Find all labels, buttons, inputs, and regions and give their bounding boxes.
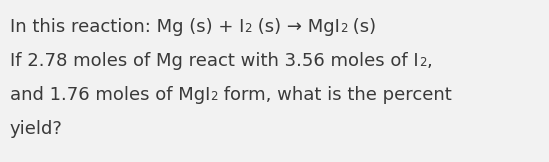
Text: and 1.76 moles of MgI: and 1.76 moles of MgI bbox=[10, 86, 210, 104]
Text: 2: 2 bbox=[419, 56, 426, 69]
Text: (s) → MgI: (s) → MgI bbox=[252, 18, 340, 36]
Text: In this reaction: Mg (s) + I: In this reaction: Mg (s) + I bbox=[10, 18, 244, 36]
Text: (s): (s) bbox=[348, 18, 377, 36]
Text: ,: , bbox=[426, 52, 432, 70]
Text: form, what is the percent: form, what is the percent bbox=[218, 86, 452, 104]
Text: 2: 2 bbox=[244, 22, 252, 35]
Text: yield?: yield? bbox=[10, 120, 63, 138]
Text: If 2.78 moles of Mg react with 3.56 moles of I: If 2.78 moles of Mg react with 3.56 mole… bbox=[10, 52, 419, 70]
Text: 2: 2 bbox=[210, 90, 218, 103]
Text: 2: 2 bbox=[340, 22, 348, 35]
